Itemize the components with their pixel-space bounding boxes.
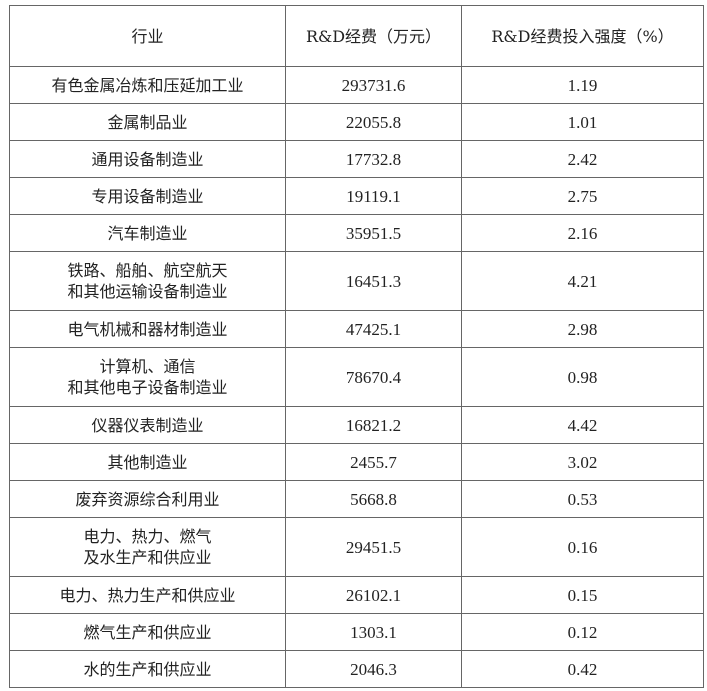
expenditure-cell: 35951.5 [285,214,462,252]
industry-cell: 电气机械和器材制造业 [9,310,286,348]
table-row: 仪器仪表制造业 16821.2 4.42 [9,406,704,444]
industry-name-line: 金属制品业 [107,112,188,132]
expenditure-cell: 2046.3 [285,650,462,688]
table-row: 其他制造业 2455.7 3.02 [9,443,704,481]
table-row: 有色金属冶炼和压延加工业 293731.6 1.19 [9,66,704,104]
industry-cell: 燃气生产和供应业 [9,613,286,651]
expenditure-cell: 293731.6 [285,66,462,104]
industry-name-line: 废弃资源综合利用业 [75,489,220,509]
expenditure-cell: 29451.5 [285,517,462,577]
intensity-cell: 1.01 [461,103,704,141]
industry-cell: 电力、热力生产和供应业 [9,576,286,614]
industry-cell: 仪器仪表制造业 [9,406,286,444]
table-row: 废弃资源综合利用业 5668.8 0.53 [9,480,704,518]
industry-name-line: 其他制造业 [107,452,188,472]
industry-cell: 汽车制造业 [9,214,286,252]
table-row: 通用设备制造业 17732.8 2.42 [9,140,704,178]
intensity-cell: 4.42 [461,406,704,444]
expenditure-cell: 26102.1 [285,576,462,614]
industry-cell: 其他制造业 [9,443,286,481]
industry-cell: 专用设备制造业 [9,177,286,215]
expenditure-cell: 2455.7 [285,443,462,481]
industry-name-line: 有色金属冶炼和压延加工业 [51,75,244,95]
intensity-cell: 4.21 [461,251,704,311]
industry-cell: 水的生产和供应业 [9,650,286,688]
industry-cell: 金属制品业 [9,103,286,141]
intensity-cell: 0.15 [461,576,704,614]
expenditure-cell: 1303.1 [285,613,462,651]
table-row: 电力、热力、燃气 及水生产和供应业 29451.5 0.16 [9,517,704,577]
expenditure-cell: 22055.8 [285,103,462,141]
intensity-cell: 0.42 [461,650,704,688]
intensity-cell: 1.19 [461,66,704,104]
industry-name-line: 仪器仪表制造业 [91,415,204,435]
intensity-cell: 0.16 [461,517,704,577]
industry-name-line: 计算机、通信 [99,357,196,376]
industry-name-line: 电力、热力生产和供应业 [59,585,236,605]
expenditure-cell: 17732.8 [285,140,462,178]
industry-name-line: 电气机械和器材制造业 [67,319,228,339]
expenditure-cell: 47425.1 [285,310,462,348]
table-row: 汽车制造业 35951.5 2.16 [9,214,704,252]
industry-name-line: 电力、热力、燃气 [83,527,212,546]
industry-cell: 废弃资源综合利用业 [9,480,286,518]
industry-cell: 计算机、通信和其他电子设备制造业 [9,347,286,407]
industry-name-line: 铁路、船舶、航空航天 [67,261,228,280]
table-row: 电气机械和器材制造业 47425.1 2.98 [9,310,704,348]
industry-cell: 电力、热力、燃气 及水生产和供应业 [9,517,286,577]
table-row: 铁路、船舶、航空航天 和其他运输设备制造业 16451.3 4.21 [9,251,704,311]
table-row: 电力、热力生产和供应业 26102.1 0.15 [9,576,704,614]
industry-cell: 通用设备制造业 [9,140,286,178]
industry-name-line: 汽车制造业 [107,223,188,243]
expenditure-cell: 5668.8 [285,480,462,518]
table-row: 燃气生产和供应业 1303.1 0.12 [9,613,704,651]
expenditure-cell: 16451.3 [285,251,462,311]
intensity-cell: 0.98 [461,347,704,407]
intensity-cell: 2.98 [461,310,704,348]
rd-expenditure-table: 行业 R&D经费（万元） R&D经费投入强度（%） 有色金属冶炼和压延加工业 29… [9,5,704,688]
header-industry: 行业 [9,5,286,67]
table-row: 计算机、通信 和其他电子设备制造业 78670.4 0.98 [9,347,704,407]
intensity-cell: 0.12 [461,613,704,651]
industry-name-line: 水的生产和供应业 [83,659,212,679]
industry-cell: 有色金属冶炼和压延加工业 [9,66,286,104]
intensity-cell: 0.53 [461,480,704,518]
industry-name-line: 燃气生产和供应业 [83,622,212,642]
expenditure-cell: 78670.4 [285,347,462,407]
table-row: 专用设备制造业 19119.1 2.75 [9,177,704,215]
industry-cell: 铁路、船舶、航空航天 和其他运输设备制造业 [9,251,286,311]
intensity-cell: 2.42 [461,140,704,178]
table-row: 水的生产和供应业 2046.3 0.42 [9,650,704,688]
industry-name-line: 专用设备制造业 [91,186,204,206]
industry-name-line: 通用设备制造业 [91,149,204,169]
industry-name-line: 和其他运输设备制造业 [67,282,228,301]
table-row: 金属制品业 22055.8 1.01 [9,103,704,141]
header-expenditure: R&D经费（万元） [285,5,462,67]
intensity-cell: 3.02 [461,443,704,481]
industry-name-line: 及水生产和供应业 [83,548,212,567]
intensity-cell: 2.16 [461,214,704,252]
expenditure-cell: 16821.2 [285,406,462,444]
industry-name-line: 和其他电子设备制造业 [67,378,228,397]
table-header-row: 行业 R&D经费（万元） R&D经费投入强度（%） [9,5,704,67]
header-intensity: R&D经费投入强度（%） [461,5,704,67]
expenditure-cell: 19119.1 [285,177,462,215]
intensity-cell: 2.75 [461,177,704,215]
